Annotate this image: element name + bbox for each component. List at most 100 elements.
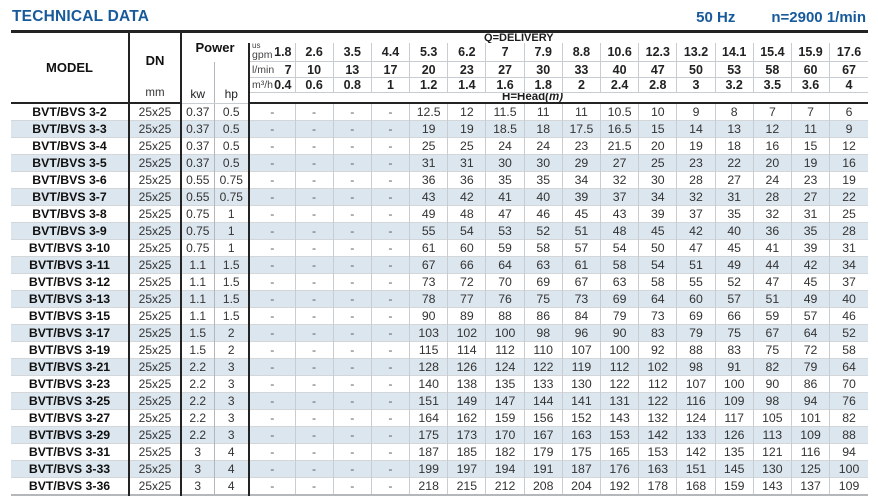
head-value-cell: 151 [409, 392, 448, 410]
head-value-cell: 73 [638, 307, 677, 325]
table-row: BVT/BVS 3-13 25x25 1.1 1.5- - - -78 77 76 75 73 69 6… [11, 290, 868, 308]
head-value-cell: 51 [752, 290, 792, 308]
head-value-cell: - [332, 171, 372, 189]
head-value-cell: 100 [600, 341, 639, 359]
head-value-cell: - [370, 171, 410, 189]
head-value-cell: 14 [676, 120, 716, 138]
dn-cell: 25x25 [129, 222, 182, 240]
head-value-cell: 178 [638, 477, 677, 495]
dn-cell: 25x25 [129, 341, 182, 359]
head-value-cell: 28 [676, 171, 716, 189]
head-value-cell: - [248, 324, 296, 342]
m3h-first-cell: m³/h 0.4 [248, 77, 296, 93]
head-value-cell: 58 [829, 341, 868, 359]
dn-cell: 25x25 [129, 443, 182, 461]
head-value-cell: 23 [676, 154, 716, 172]
head-value-cell: 113 [752, 426, 792, 444]
head-value-cell: 45 [561, 205, 601, 223]
delivery-header: Q=DELIVERY [484, 32, 554, 43]
m3h-value: 3.5 [752, 77, 792, 93]
head-value-cell: 52 [714, 273, 754, 291]
model-cell: BVT/BVS 3-8 [11, 205, 130, 223]
head-value-cell: 199 [409, 460, 448, 478]
head-value-cell: 135 [485, 375, 525, 393]
head-value-cell: 8 [714, 102, 754, 121]
head-value-cell: 11 [561, 102, 601, 121]
head-value-cell: 151 [676, 460, 716, 478]
lmin-first-cell: l/min 7 [248, 61, 296, 78]
table-row: BVT/BVS 3-36 25x25 3 4- - - -218 215 212 208 204 19… [11, 477, 868, 495]
head-value-cell: - [248, 273, 296, 291]
head-value-cell: 20 [752, 154, 792, 172]
head-value-cell: 90 [409, 307, 448, 325]
head-value-cell: 58 [638, 273, 677, 291]
dn-cell: 25x25 [129, 324, 182, 342]
head-value-cell: 11 [790, 120, 830, 138]
kw-cell: 0.55 [181, 188, 215, 206]
head-value-cell: 9 [829, 120, 868, 138]
head-value-cell: - [294, 273, 334, 291]
head-value-cell: 124 [485, 358, 525, 376]
head-value-cell: - [370, 188, 410, 206]
head-value-cell: - [370, 443, 410, 461]
head-value-cell: 159 [485, 409, 525, 427]
head-value-cell: 67 [752, 324, 792, 342]
head-value-cell: 32 [752, 205, 792, 223]
head-value-cell: 12 [752, 120, 792, 138]
head-value-cell: - [294, 375, 334, 393]
head-value-cell: - [294, 358, 334, 376]
dn-cell: 25x25 [129, 102, 182, 121]
head-value-cell: 187 [561, 460, 601, 478]
head-value-cell: 163 [561, 426, 601, 444]
head-value-cell: - [294, 102, 334, 121]
head-value-cell: 40 [523, 188, 563, 206]
head-value-cell: 204 [561, 477, 601, 495]
head-value-cell: 39 [561, 188, 601, 206]
head-value-cell: 32 [676, 188, 716, 206]
head-value-cell: - [370, 256, 410, 274]
head-value-cell: 25 [447, 137, 486, 155]
head-value-cell: 18 [523, 120, 563, 138]
head-value-cell: - [248, 392, 296, 410]
lmin-value: 53 [714, 61, 754, 78]
head-value-cell: 43 [409, 188, 448, 206]
lmin-first-value: 7 [284, 62, 292, 77]
head-value-cell: 122 [638, 392, 677, 410]
dn-cell: 25x25 [129, 188, 182, 206]
head-value-cell: 51 [561, 222, 601, 240]
head-value-cell: - [332, 120, 372, 138]
head-value-cell: 102 [447, 324, 486, 342]
head-value-cell: 16 [829, 154, 868, 172]
head-value-cell: 15 [790, 137, 830, 155]
head-value-cell: 48 [447, 205, 486, 223]
head-value-cell: 215 [447, 477, 486, 495]
head-value-cell: 34 [638, 188, 677, 206]
model-cell: BVT/BVS 3-25 [11, 392, 130, 410]
hp-cell: 0.5 [214, 120, 251, 138]
dn-cell: 25x25 [129, 154, 182, 172]
table-row: BVT/BVS 3-3 25x25 0.37 0.5- - - -19 19 18.5 18 17.… [11, 120, 868, 138]
head-value-cell: - [332, 290, 372, 308]
head-value-cell: - [332, 273, 372, 291]
head-value-cell: - [370, 273, 410, 291]
dn-cell: 25x25 [129, 205, 182, 223]
kw-cell: 2.2 [181, 409, 215, 427]
head-value-cell: 76 [485, 290, 525, 308]
table-row: BVT/BVS 3-33 25x25 3 4- - - -199 197 194 191 187 17… [11, 460, 868, 478]
head-value-cell: 11 [523, 102, 563, 121]
hp-cell: 1.5 [214, 256, 251, 274]
head-value-cell: 149 [447, 392, 486, 410]
head-value-cell: - [248, 205, 296, 223]
head-value-cell: 69 [676, 307, 716, 325]
head-value-cell: 92 [638, 341, 677, 359]
head-value-cell: - [248, 102, 296, 121]
head-value-cell: 40 [829, 290, 868, 308]
m3h-unit-label: m³/h [252, 79, 274, 91]
kw-cell: 1.5 [181, 324, 215, 342]
head-value-cell: 27 [790, 188, 830, 206]
head-value-cell: 101 [790, 409, 830, 427]
head-value-cell: 23 [790, 171, 830, 189]
kw-cell: 0.37 [181, 154, 215, 172]
head-value-cell: - [370, 375, 410, 393]
hp-cell: 4 [214, 477, 251, 495]
